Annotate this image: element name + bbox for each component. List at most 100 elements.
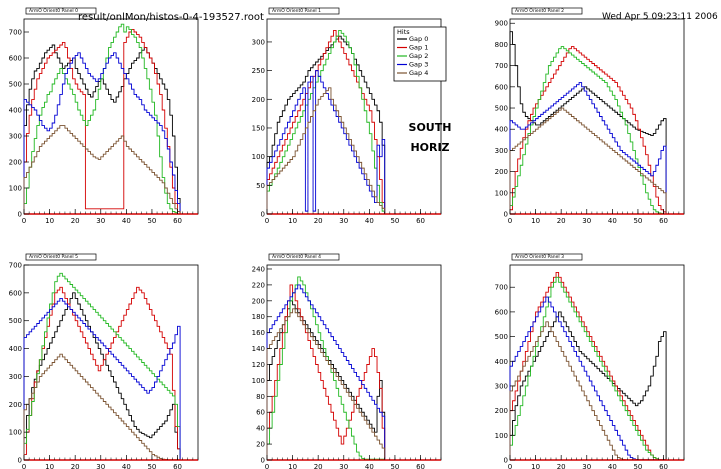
y-tick-label: 300	[9, 373, 22, 381]
x-tick-label: 50	[633, 463, 642, 469]
series-gap-0	[23, 292, 181, 460]
side-label-horiz: HORIZ	[410, 141, 449, 154]
plot-frame	[509, 18, 685, 215]
series-gap-1	[266, 284, 386, 460]
plot-frame	[509, 264, 685, 461]
x-tick-label: 50	[147, 463, 156, 469]
y-tick-label: 50	[256, 182, 265, 190]
x-tick-label: 40	[365, 217, 374, 225]
y-tick-label: 600	[495, 308, 508, 316]
y-tick-label: 300	[9, 133, 22, 141]
y-tick-label: 80	[256, 393, 265, 401]
x-tick-label: 30	[96, 463, 105, 469]
x-tick-label: 40	[608, 463, 617, 469]
x-tick-label: 20	[557, 463, 566, 469]
series-gap-3	[23, 52, 181, 214]
x-tick-label: 40	[608, 217, 617, 225]
series-gap-3	[509, 296, 667, 461]
y-tick-label: 60	[256, 409, 265, 417]
chart-title: ArmO Orient0 Panel 1	[272, 8, 321, 14]
series-gap-0	[509, 311, 667, 460]
x-tick-label: 60	[416, 217, 425, 225]
x-tick-label: 60	[659, 463, 668, 469]
x-tick-label: 60	[173, 217, 182, 225]
x-tick-label: 10	[288, 217, 297, 225]
x-tick-label: 50	[390, 217, 399, 225]
y-tick-label: 150	[252, 124, 265, 132]
chart-panel-5: ArmO Orient0 Panel 30 10 20 30 40 50 600100200…	[495, 253, 685, 469]
y-tick-label: 200	[252, 297, 265, 305]
y-tick-label: 500	[495, 105, 508, 113]
y-tick-label: 300	[495, 147, 508, 155]
x-tick-label: 30	[339, 463, 348, 469]
series-gap-2	[509, 276, 667, 461]
y-tick-label: 100	[9, 185, 22, 193]
y-tick-label: 100	[252, 377, 265, 385]
file-path-label: result/onlMon/histos-0-4-193527.root	[78, 12, 264, 23]
y-tick-label: 300	[252, 38, 265, 46]
date-label: Wed Apr 5 09:23:11 2006	[602, 12, 718, 22]
y-tick-label: 0	[261, 211, 265, 219]
chart-panel-1: ArmO Orient0 Panel 1 0 10 20 30 40 50 60 0 50 100 1…	[252, 7, 442, 225]
series-gap-2	[509, 46, 667, 215]
series-gap-3	[509, 82, 667, 214]
y-tick-label: 160	[252, 329, 265, 337]
y-tick-label: 700	[9, 262, 22, 270]
chart-title-box	[268, 7, 340, 15]
x-tick-label: 0	[22, 217, 26, 225]
x-tick-label: 40	[122, 463, 131, 469]
x-tick-label: 50	[390, 463, 399, 469]
y-tick-label: 500	[9, 81, 22, 89]
y-tick-label: 100	[252, 153, 265, 161]
series-gap-3	[266, 284, 386, 460]
y-tick-label: 500	[9, 317, 22, 325]
y-tick-label: 600	[9, 289, 22, 297]
legend-title: Hits	[397, 28, 410, 36]
series-gap-1	[509, 46, 667, 214]
y-tick-label: 180	[252, 313, 265, 321]
y-tick-label: 20	[256, 441, 265, 449]
x-tick-label: 60	[173, 463, 182, 469]
y-tick-label: 200	[9, 401, 22, 409]
chart-title: ArmO Orient0 Panel 4	[272, 254, 321, 260]
x-tick-label: 40	[122, 217, 131, 225]
x-tick-label: 50	[633, 217, 642, 225]
x-tick-label: 0	[22, 463, 26, 469]
legend-entry: Gap 2	[409, 52, 428, 60]
series-gap-4	[266, 308, 386, 460]
x-tick-label: 30	[582, 217, 591, 225]
y-tick-label: 200	[9, 159, 22, 167]
series-gap-2	[266, 276, 386, 460]
x-tick-label: 20	[314, 463, 323, 469]
y-tick-label: 0	[504, 457, 508, 465]
x-tick-label: 30	[339, 217, 348, 225]
plot-frame	[23, 264, 199, 461]
y-tick-label: 140	[252, 345, 265, 353]
chart-title-box	[25, 253, 97, 261]
side-label-south: SOUTH	[409, 121, 452, 134]
y-tick-label: 0	[18, 457, 22, 465]
x-tick-label: 60	[416, 463, 425, 469]
chart-title-box	[25, 7, 97, 15]
series-gap-2	[266, 30, 386, 214]
y-tick-label: 220	[252, 281, 265, 289]
y-tick-label: 0	[261, 457, 265, 465]
legend-entry: Gap 3	[409, 61, 428, 69]
series-gap-1	[23, 28, 181, 214]
series-gap-4	[266, 87, 386, 214]
chart-title-box	[511, 7, 583, 15]
x-tick-label: 10	[531, 217, 540, 225]
series-gap-3	[23, 297, 181, 460]
series-gap-1	[23, 286, 181, 460]
x-tick-label: 10	[45, 463, 54, 469]
chart-title: ArmO Orient0 Panel 5	[29, 254, 78, 260]
y-tick-label: 100	[9, 429, 22, 437]
x-tick-label: 40	[365, 463, 374, 469]
y-tick-label: 100	[495, 189, 508, 197]
y-tick-label: 40	[256, 425, 265, 433]
y-tick-label: 700	[9, 29, 22, 37]
chart-title-box	[511, 253, 583, 261]
y-tick-label: 200	[252, 96, 265, 104]
